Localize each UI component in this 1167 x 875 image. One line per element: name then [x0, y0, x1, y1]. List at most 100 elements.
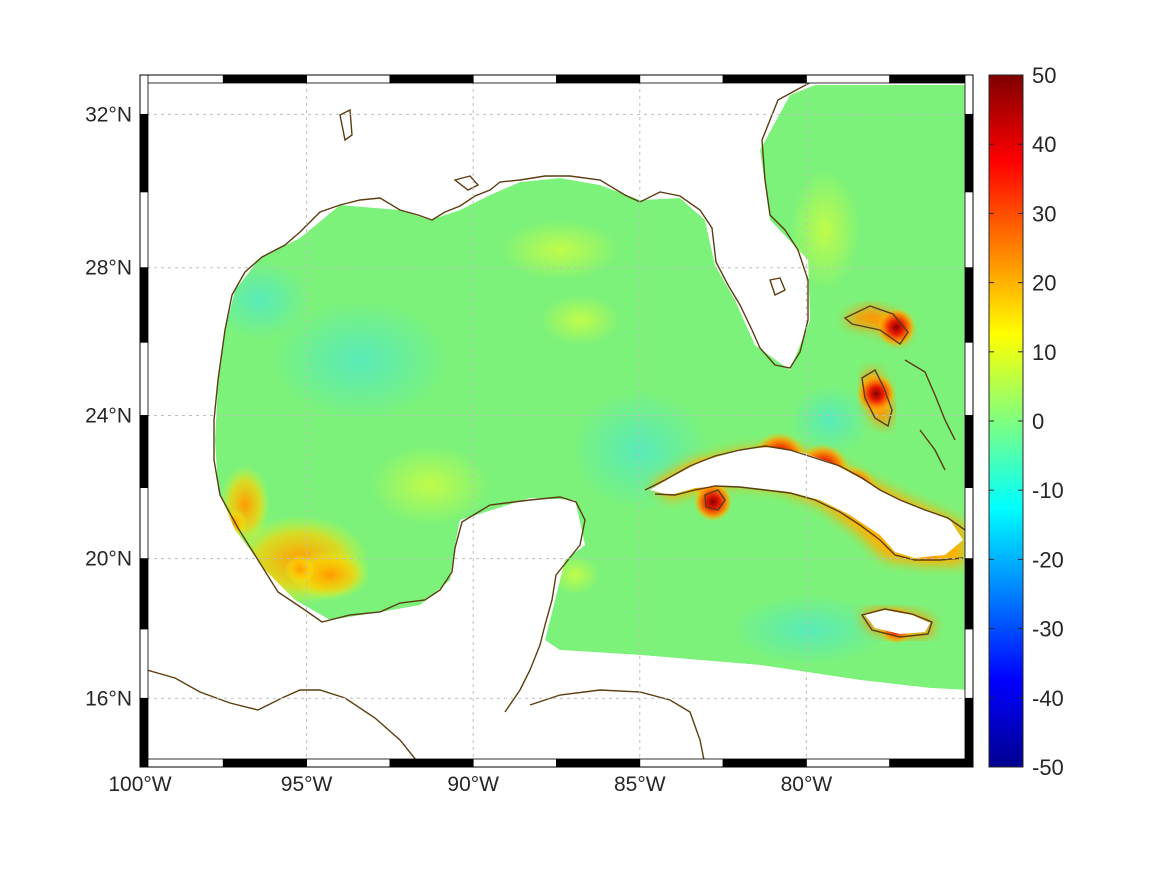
- colorbar: 50 40 30 20 10 0 -10 -20 -30 -40 -50: [988, 63, 1064, 780]
- gulf-water: [215, 85, 968, 690]
- x-tick-label: 80°W: [781, 773, 833, 796]
- colorbar-tick-label: -30: [1032, 617, 1064, 642]
- frame-segment: [964, 341, 974, 416]
- frame-segment: [306, 758, 391, 768]
- grid: [140, 75, 973, 767]
- y-tick-label: 28°N: [85, 257, 132, 280]
- frame-segment: [222, 74, 308, 84]
- coastlines: [140, 79, 966, 766]
- south-land: [140, 650, 968, 767]
- frame-segment: [964, 628, 974, 699]
- frame-segment: [964, 487, 974, 560]
- frame-segment: [139, 415, 149, 488]
- colorbar-tick-label: 10: [1032, 340, 1056, 365]
- frame-segment: [389, 758, 474, 768]
- frame-segment: [964, 558, 974, 630]
- frame-segment: [139, 758, 224, 768]
- bahamas-chain: [904, 359, 956, 471]
- warm-patch: [500, 220, 620, 280]
- colorbar-tick-label: 30: [1032, 201, 1056, 226]
- y-tick-label: 32°N: [85, 103, 132, 126]
- warm-patch: [370, 445, 490, 525]
- frame-segment: [889, 74, 974, 84]
- frame-segment: [139, 558, 149, 630]
- x-axis-ticks: 100°W 95°W 90°W 85°W 80°W: [108, 773, 832, 796]
- frame-segment: [889, 758, 974, 768]
- frame-segment: [222, 758, 308, 768]
- x-tick-label: 85°W: [614, 773, 666, 796]
- colorbar-ticks: 50 40 30 20 10 0 -10 -20 -30 -40 -50: [989, 63, 1064, 780]
- frame-segment: [556, 758, 641, 768]
- yucatan-east-coast: [504, 644, 541, 713]
- louisiana-islands: [339, 108, 480, 191]
- north-land: [140, 75, 968, 640]
- y-tick-label: 24°N: [85, 404, 132, 427]
- x-tick-label: 100°W: [108, 773, 171, 796]
- frame-segment: [806, 74, 891, 84]
- colorbar-tick-label: 50: [1032, 63, 1056, 88]
- andros-coast: [861, 369, 893, 428]
- isla-juventud-coast: [704, 489, 726, 511]
- central-america-coast: [140, 667, 421, 766]
- data-field: [210, 85, 968, 690]
- cool-patch: [270, 300, 450, 420]
- frame-segment: [139, 113, 149, 193]
- frame-segment: [139, 191, 149, 269]
- cuba-coast: [644, 445, 966, 561]
- colorbar-tick-label: -50: [1032, 755, 1064, 780]
- honduras-coast: [529, 689, 706, 766]
- colorbar-tick-label: -40: [1032, 686, 1064, 711]
- frame-segment: [722, 758, 807, 768]
- frame-segment: [139, 341, 149, 416]
- frame-segment: [472, 758, 557, 768]
- map-frame: [139, 74, 974, 768]
- frame-segment: [639, 758, 724, 768]
- frame-segment: [556, 74, 641, 84]
- hotspot-veracruz-coast: [284, 554, 315, 585]
- cool-patch: [730, 595, 890, 665]
- y-axis-ticks: 32°N 28°N 24°N 20°N 16°N: [85, 103, 132, 710]
- abaco-coast: [843, 305, 909, 345]
- land: [140, 75, 968, 767]
- colorbar-tick-label: 0: [1032, 409, 1044, 434]
- jamaica-land: [865, 610, 930, 634]
- frame-segment: [389, 74, 474, 84]
- colorbar-tick-label: -10: [1032, 478, 1064, 503]
- cool-patch: [790, 385, 870, 455]
- lake-okeechobee: [769, 277, 786, 296]
- frame-segment: [139, 487, 149, 560]
- mexico-gulf-coast: [213, 379, 586, 646]
- frame-segment: [964, 267, 974, 343]
- florida-land: [705, 220, 810, 370]
- hotspot-isla-juventud: [693, 482, 733, 522]
- frame-segment: [964, 74, 974, 115]
- y-tick-label: 20°N: [85, 548, 132, 571]
- frame-segment: [306, 74, 391, 84]
- hotspot-andros: [856, 374, 896, 414]
- yucatan-land: [420, 498, 585, 720]
- warm-patch: [540, 295, 620, 345]
- frame-segment: [472, 74, 557, 84]
- frame-segment: [964, 191, 974, 269]
- frame-segment: [139, 628, 149, 699]
- frame-segment: [639, 74, 724, 84]
- cuba-land: [650, 447, 963, 558]
- frame-outline: [139, 74, 974, 768]
- frame-segment: [139, 74, 149, 115]
- y-tick-label: 16°N: [85, 687, 132, 710]
- x-tick-label: 90°W: [447, 773, 499, 796]
- frame-segment: [139, 697, 149, 768]
- colorbar-ramp: [988, 74, 1024, 768]
- frame-segment: [806, 758, 891, 768]
- frame-segment: [139, 267, 149, 343]
- colorbar-tick-label: -20: [1032, 547, 1064, 572]
- colorbar-tick-label: 40: [1032, 132, 1056, 157]
- frame-segment: [139, 74, 224, 84]
- x-tick-label: 95°W: [281, 773, 333, 796]
- us-gulf-coast: [217, 79, 816, 381]
- jamaica-coast: [860, 608, 933, 638]
- hotspot-abaco: [876, 307, 916, 347]
- frame-segment: [722, 74, 807, 84]
- frame-segment: [964, 415, 974, 488]
